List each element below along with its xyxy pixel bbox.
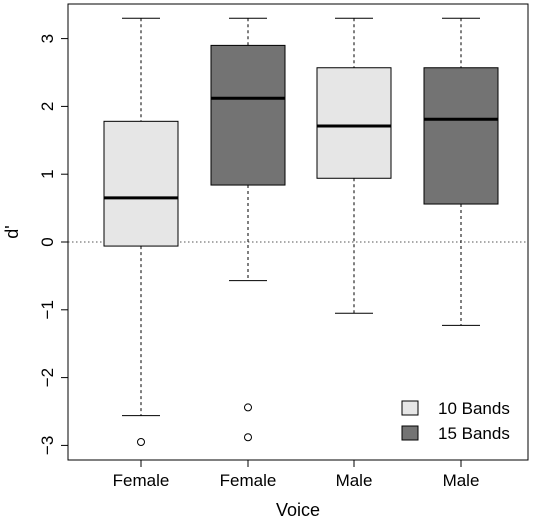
x-tick-label: Male — [336, 471, 373, 490]
y-tick-label: −3 — [38, 436, 57, 455]
x-axis-title: Voice — [276, 500, 320, 520]
x-axis: Female Female Male Male — [113, 460, 480, 490]
legend-label: 15 Bands — [438, 424, 510, 443]
box-body — [316, 67, 392, 179]
y-tick-label: 3 — [38, 34, 57, 43]
boxes-layer — [103, 17, 499, 447]
box-4 — [423, 17, 499, 326]
outlier-point — [244, 433, 252, 442]
x-tick-label: Female — [220, 471, 277, 490]
x-tick-label: Male — [443, 471, 480, 490]
legend-label: 10 Bands — [438, 399, 510, 418]
y-tick-label: 2 — [38, 102, 57, 111]
y-tick-label: −2 — [38, 368, 57, 387]
outlier-point — [244, 403, 252, 412]
y-axis-title: d' — [2, 225, 22, 238]
box-2 — [210, 17, 286, 442]
box-body — [423, 67, 499, 205]
box-body — [103, 120, 179, 247]
plot-frame — [67, 3, 529, 461]
box-body — [210, 44, 286, 186]
y-axis: −3 −2 −1 0 1 2 3 — [38, 34, 68, 455]
box-3 — [316, 17, 392, 314]
y-tick-label: −1 — [38, 300, 57, 319]
legend-swatch — [401, 400, 419, 416]
legend: 10 Bands 15 Bands — [401, 399, 510, 443]
outlier-point — [137, 438, 145, 447]
y-tick-label: 0 — [38, 237, 57, 246]
box-1 — [103, 17, 179, 447]
legend-swatch — [401, 425, 419, 441]
y-tick-label: 1 — [38, 169, 57, 178]
x-tick-label: Female — [113, 471, 170, 490]
